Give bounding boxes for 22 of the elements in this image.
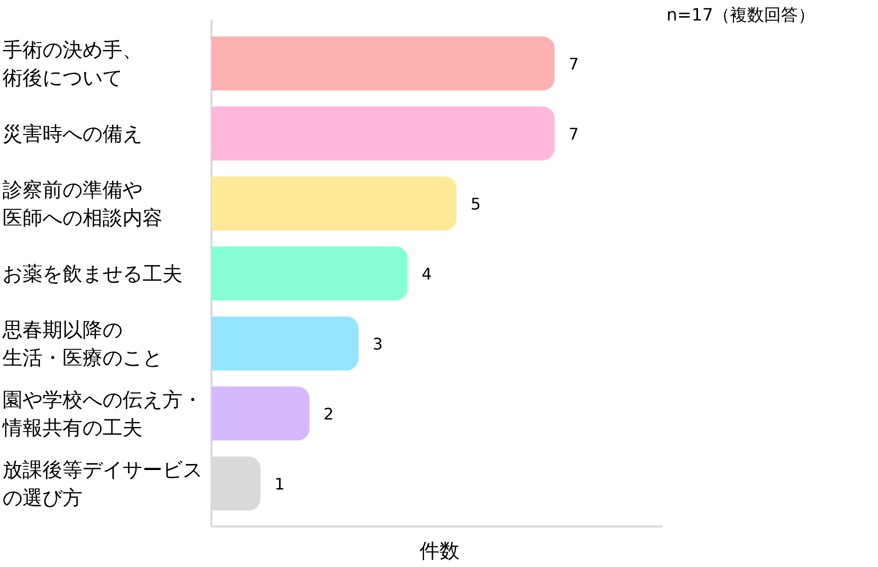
data-label: 5 bbox=[470, 194, 481, 214]
text: n=17（複数回答） bbox=[666, 6, 816, 26]
y-tick-label: 診察前の準備や医師への相談内容 bbox=[2, 178, 162, 230]
y-tick-label: 災害時への備え bbox=[2, 122, 142, 146]
bar bbox=[212, 106, 555, 160]
data-label: 4 bbox=[422, 264, 432, 284]
y-tick-label: 放課後等デイサービスの選び方 bbox=[2, 458, 202, 510]
x-axis-title: 件数 bbox=[420, 538, 460, 562]
y-tick-label: 思春期以降の生活・医療のこと bbox=[2, 318, 162, 370]
bar bbox=[212, 316, 359, 370]
bar bbox=[212, 246, 408, 300]
bar bbox=[212, 36, 555, 90]
data-label: 7 bbox=[568, 54, 579, 74]
data-label: 2 bbox=[324, 404, 334, 424]
data-label: 1 bbox=[274, 474, 285, 494]
y-tick-label: 手術の決め手、術後について bbox=[2, 38, 142, 90]
bar bbox=[212, 176, 457, 230]
data-label: 7 bbox=[568, 124, 579, 144]
data-label: 3 bbox=[372, 334, 383, 354]
y-tick-label: お薬を飲ませる工夫 bbox=[2, 262, 182, 286]
bar bbox=[212, 386, 310, 440]
y-tick-label: 園や学校への伝え方・情報共有の工夫 bbox=[2, 388, 202, 440]
